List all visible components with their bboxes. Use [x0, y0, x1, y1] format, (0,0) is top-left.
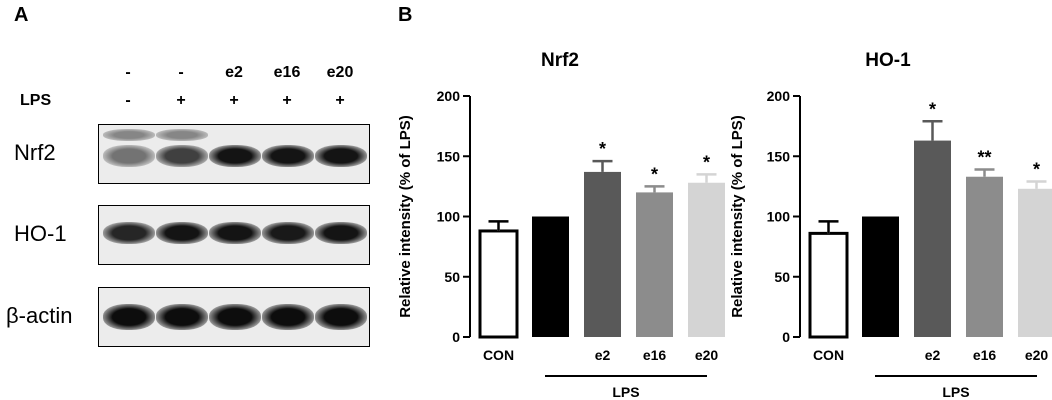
x-tick-label-0-0: CON	[483, 347, 514, 363]
y-tick-label-0-4: 200	[437, 88, 461, 104]
band-0-3	[262, 145, 314, 167]
lps-label-0: -	[125, 92, 131, 109]
treatment-label-2: e2	[225, 64, 243, 81]
y-tick-label-1-2: 100	[767, 209, 791, 225]
treatment-label-1: -	[178, 64, 184, 81]
bar-1-3	[966, 176, 1003, 337]
band-2-4	[315, 304, 367, 330]
lps-row-label: LPS	[20, 92, 52, 109]
lps-label-1: +	[176, 92, 186, 109]
significance-1-3: **	[977, 148, 991, 168]
y-axis-label-0: Relative intensity (% of LPS)	[397, 115, 414, 318]
chart-title-1: HO-1	[865, 50, 911, 71]
blot-1	[98, 205, 370, 265]
treatment-label-0: -	[125, 64, 131, 81]
band-2-3	[262, 304, 314, 330]
bar-0-1	[532, 216, 569, 337]
treatment-label-3: e16	[273, 64, 301, 81]
x-tick-label-1-2: e2	[925, 347, 941, 363]
significance-1-4: *	[1033, 160, 1040, 180]
x-tick-label-1-0: CON	[813, 347, 844, 363]
significance-0-2: *	[599, 139, 606, 159]
panel-b-letter: B	[398, 4, 413, 26]
blot-label-2: β-actin	[6, 303, 73, 328]
band-1-4	[315, 222, 367, 244]
y-tick-label-1-1: 50	[774, 269, 790, 285]
bar-1-0	[808, 231, 849, 339]
x-tick-label-0-2: e2	[595, 347, 611, 363]
treatment-label-4: e20	[326, 64, 354, 81]
band-2-2	[209, 304, 261, 330]
y-tick-label-1-4: 200	[767, 88, 791, 104]
x-tick-label-0-3: e16	[643, 347, 667, 363]
bar-1-1	[862, 216, 899, 337]
band-1-0	[103, 222, 155, 244]
band-0-2	[209, 145, 261, 167]
y-tick-label-0-2: 100	[437, 209, 461, 225]
bar-0-4	[688, 182, 725, 337]
y-tick-label-0-3: 150	[437, 148, 461, 164]
band-2-1	[156, 304, 208, 330]
chart-title-0: Nrf2	[541, 50, 579, 71]
bar-0-0	[478, 229, 519, 339]
blot-label-0: Nrf2	[14, 140, 56, 165]
lps-label-3: +	[282, 92, 292, 109]
band-1-2	[209, 222, 261, 244]
blot-label-1: HO-1	[14, 221, 67, 246]
band-0-1	[156, 145, 208, 167]
band-upper-1	[156, 129, 208, 141]
y-tick-label-1-3: 150	[767, 148, 791, 164]
y-tick-label-0-1: 50	[444, 269, 460, 285]
lps-label-2: +	[229, 92, 239, 109]
significance-0-4: *	[703, 152, 710, 172]
band-0-0	[103, 145, 155, 167]
band-0-4	[315, 145, 367, 167]
y-tick-label-0-0: 0	[452, 329, 460, 345]
x-tick-label-1-3: e16	[973, 347, 997, 363]
panel-a-letter: A	[14, 4, 29, 26]
y-tick-label-1-0: 0	[782, 329, 790, 345]
blot-0	[98, 124, 370, 184]
x-tick-label-0-4: e20	[695, 347, 719, 363]
bar-1-4	[1018, 188, 1052, 337]
band-2-0	[103, 304, 155, 330]
significance-1-2: *	[929, 99, 936, 119]
lps-label-4: +	[335, 92, 345, 109]
significance-0-3: *	[651, 164, 658, 184]
band-upper-0	[103, 129, 155, 141]
bar-0-2	[584, 171, 621, 337]
y-axis-label-1: Relative intensity (% of LPS)	[729, 115, 746, 318]
band-1-1	[156, 222, 208, 244]
group-label-1: LPS	[942, 384, 969, 400]
blot-2	[98, 287, 370, 347]
x-tick-label-1-4: e20	[1025, 347, 1049, 363]
band-1-3	[262, 222, 314, 244]
group-label-0: LPS	[612, 384, 639, 400]
bar-1-2	[914, 140, 951, 337]
bar-0-3	[636, 192, 673, 337]
